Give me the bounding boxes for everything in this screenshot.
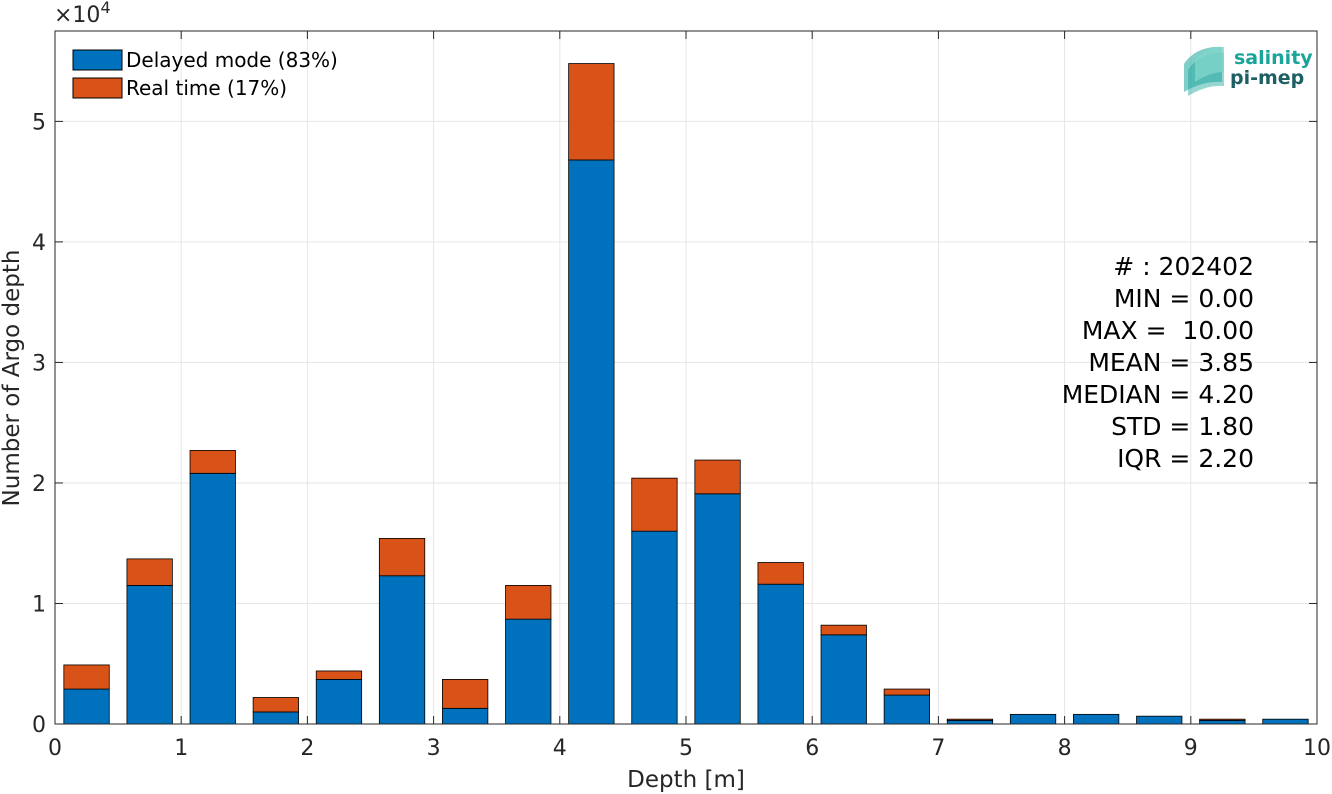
bar-delayed-mode [189, 472, 236, 725]
x-tick-label: 7 [931, 736, 945, 761]
bar-real-time [631, 477, 678, 532]
stats-line: # : 202402 [1113, 252, 1254, 281]
y-tick-labels: 0 1 2 3 4 5 [32, 110, 46, 738]
bar-real-time [252, 697, 299, 713]
bar-delayed-mode [1073, 713, 1120, 725]
legend: Delayed mode (83%) Real time (17%) [72, 48, 338, 100]
stats-line: STD = 1.80 [1111, 412, 1254, 441]
legend-label-delayed-mode: Delayed mode (83%) [126, 48, 338, 72]
bar-delayed-mode [946, 719, 994, 725]
y-tick-label: 4 [32, 231, 46, 256]
bar-real-time [1199, 718, 1246, 721]
salinity-pi-mep-logo: salinity pi-mep [1184, 46, 1313, 96]
bar-delayed-mode [694, 493, 741, 725]
bar-delayed-mode [315, 679, 363, 725]
stats-box: # : 202402 MIN = 0.00 MAX = 10.00 MEAN = 3.… [1062, 252, 1254, 473]
bar-real-time [568, 63, 615, 161]
x-tick-label: 10 [1303, 736, 1331, 761]
bar-delayed-mode [126, 585, 173, 725]
grid [55, 31, 1317, 724]
bar-real-time [63, 664, 110, 690]
bar-delayed-mode [505, 618, 552, 725]
bar-real-time [820, 624, 867, 636]
stats-line: MEAN = 3.85 [1088, 348, 1254, 377]
bar-real-time [694, 459, 741, 495]
x-tick-label: 2 [300, 736, 314, 761]
bars [63, 63, 1309, 725]
y-tick-label: 1 [32, 592, 46, 617]
legend-label-real-time: Real time (17%) [126, 76, 287, 100]
logo-text-pi-mep: pi-mep [1230, 67, 1304, 89]
bar-real-time [126, 558, 173, 586]
bar-delayed-mode [568, 159, 615, 725]
y-tick-label: 5 [32, 110, 46, 135]
bar-real-time [315, 670, 363, 680]
x-tick-label: 3 [427, 736, 441, 761]
x-tick-label: 0 [48, 736, 62, 761]
x-tick-label: 1 [174, 736, 188, 761]
bar-real-time [946, 718, 994, 721]
bar-delayed-mode [1009, 713, 1057, 725]
bar-delayed-mode [1199, 719, 1246, 725]
y-tick-label: 2 [32, 472, 46, 497]
bar-delayed-mode [883, 694, 930, 725]
x-tick-label: 9 [1184, 736, 1198, 761]
legend-swatch-real-time [72, 77, 123, 99]
y-tick-label: 0 [32, 713, 46, 738]
bar-delayed-mode [63, 688, 110, 725]
bar-real-time [883, 688, 930, 696]
x-tick-label: 6 [805, 736, 819, 761]
stats-line: MIN = 0.00 [1114, 284, 1254, 313]
bar-real-time [378, 537, 426, 577]
bar-real-time [442, 679, 489, 709]
bar-delayed-mode [252, 711, 299, 725]
logo-text-salinity: salinity [1234, 47, 1313, 69]
bar-real-time [189, 450, 236, 474]
y-tick-label: 3 [32, 351, 46, 376]
bar-delayed-mode [1262, 718, 1309, 725]
bar-delayed-mode [378, 575, 426, 725]
stats-line: MEDIAN = 4.20 [1062, 380, 1254, 409]
ticks [54, 31, 1318, 725]
y-exponent-label: ×104 [54, 0, 111, 28]
bar-delayed-mode [820, 634, 867, 725]
bar-delayed-mode [442, 707, 489, 725]
x-tick-label: 8 [1058, 736, 1072, 761]
bar-real-time [505, 585, 552, 620]
bar-delayed-mode [631, 530, 678, 725]
y-axis-label: Number of Argo depth [0, 250, 25, 507]
bar-delayed-mode [757, 583, 804, 725]
bar-delayed-mode [1136, 715, 1183, 725]
x-tick-label: 5 [679, 736, 693, 761]
stats-line: MAX = 10.00 [1082, 316, 1254, 345]
x-tick-labels: 0 1 2 3 4 5 6 7 8 9 10 [48, 736, 1331, 761]
x-axis-label: Depth [m] [627, 767, 745, 793]
bar-real-time [757, 562, 804, 585]
x-tick-label: 4 [553, 736, 567, 761]
stats-line: IQR = 2.20 [1117, 444, 1254, 473]
legend-swatch-delayed-mode [72, 49, 123, 71]
wave-logo-icon [1184, 46, 1224, 96]
